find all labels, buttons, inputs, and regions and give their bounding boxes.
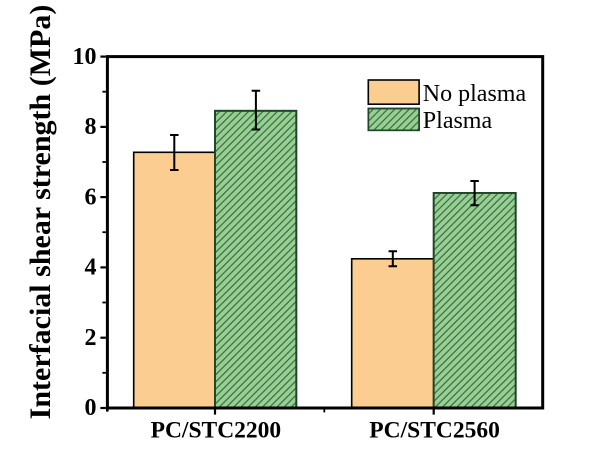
svg-text:8: 8 bbox=[85, 114, 97, 140]
svg-text:2: 2 bbox=[85, 325, 97, 351]
svg-text:PC/STC2200: PC/STC2200 bbox=[151, 418, 282, 444]
svg-text:Plasma: Plasma bbox=[423, 108, 493, 134]
svg-text:0: 0 bbox=[85, 395, 97, 421]
svg-text:PC/STC2560: PC/STC2560 bbox=[369, 418, 500, 444]
svg-text:Interfacial shear strength (MP: Interfacial shear strength (MPa) bbox=[24, 5, 57, 420]
svg-text:10: 10 bbox=[73, 44, 97, 70]
svg-text:No plasma: No plasma bbox=[423, 81, 527, 107]
svg-text:4: 4 bbox=[85, 255, 97, 281]
svg-text:6: 6 bbox=[85, 184, 97, 210]
